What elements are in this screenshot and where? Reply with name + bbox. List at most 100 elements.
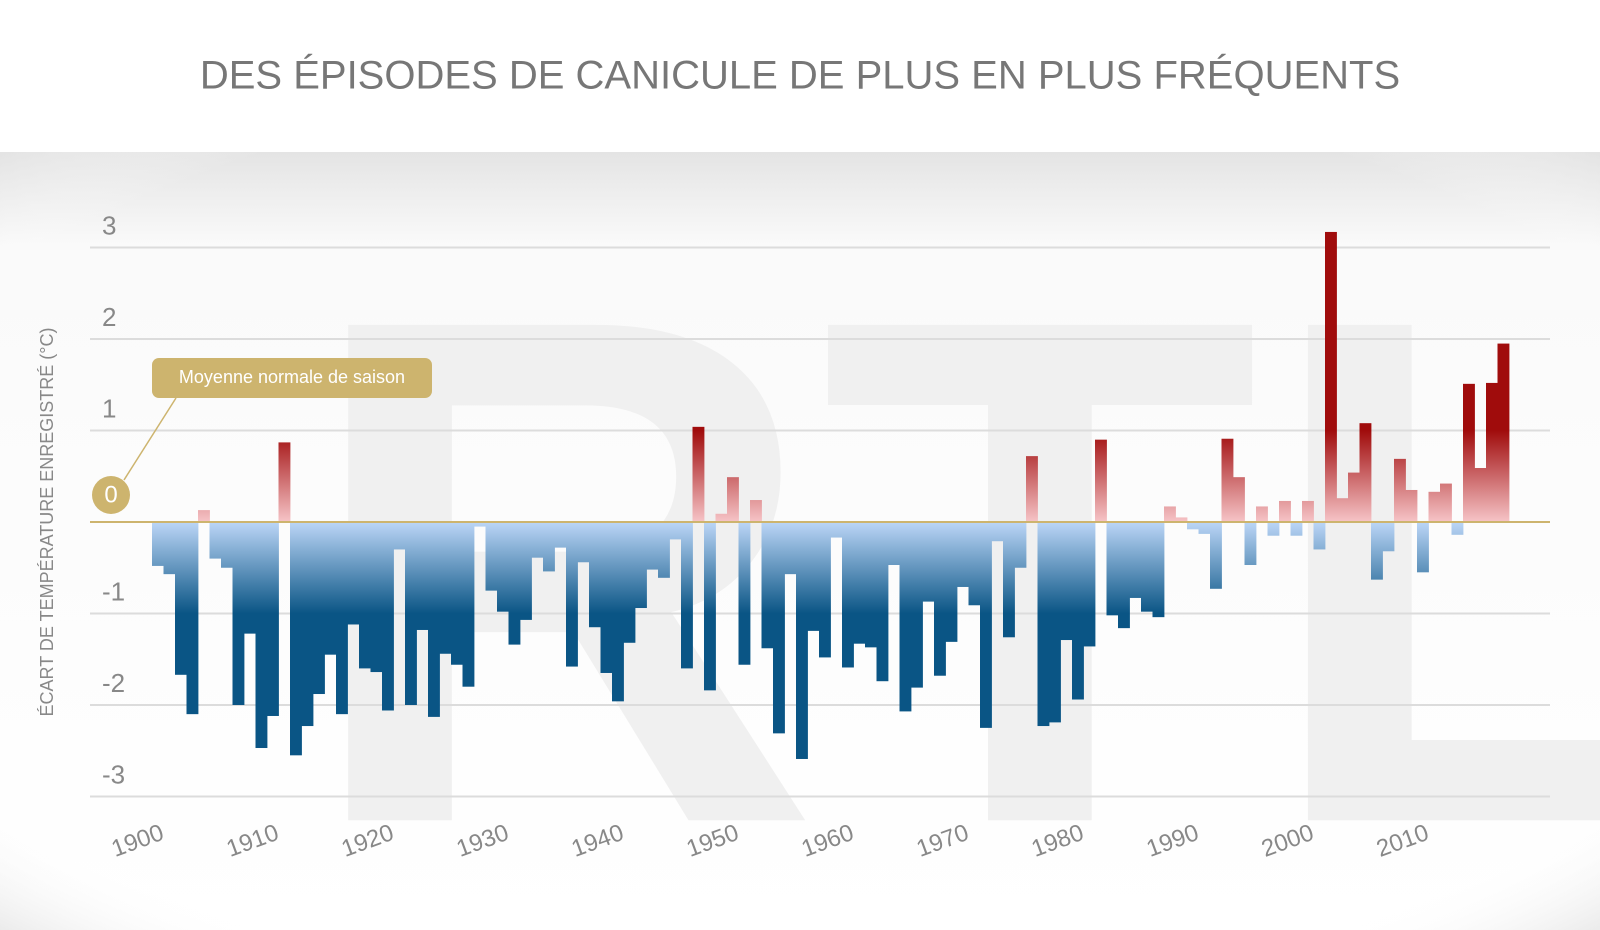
bar: [1175, 517, 1188, 522]
bar: [462, 522, 475, 687]
bar: [255, 522, 268, 749]
bar: [152, 522, 164, 566]
bar: [876, 522, 889, 682]
bar: [1486, 382, 1498, 522]
bar: [577, 522, 590, 563]
bar: [842, 522, 854, 668]
bar: [888, 522, 900, 566]
bar: [600, 522, 613, 673]
bar: [393, 522, 406, 550]
bar: [1187, 522, 1199, 530]
bar: [370, 522, 383, 673]
bar: [1394, 458, 1406, 522]
bar: [934, 522, 946, 676]
bar: [428, 522, 440, 717]
bar: [1210, 522, 1222, 589]
bar: [727, 477, 739, 522]
y-tick-label: 1: [102, 393, 116, 423]
annotation-box: [152, 358, 432, 398]
bar: [589, 522, 601, 628]
bar: [1359, 423, 1372, 522]
y-tick-label: 0: [104, 481, 117, 508]
bar: [1325, 231, 1337, 522]
y-tick-label: 2: [102, 302, 116, 332]
bar: [278, 442, 291, 522]
y-tick-label: -2: [102, 668, 125, 698]
bar: [554, 522, 567, 548]
bar: [853, 522, 866, 644]
bar: [704, 522, 716, 691]
bar: [1129, 522, 1142, 598]
bar: [1083, 522, 1096, 647]
bar: [623, 522, 636, 643]
bar: [301, 522, 314, 727]
bar: [1382, 522, 1395, 552]
bar: [267, 522, 279, 716]
bar: [773, 522, 785, 734]
bar: [807, 522, 820, 631]
bar: [819, 522, 831, 658]
bar: [1417, 522, 1429, 573]
bar: [1279, 500, 1291, 522]
bar: [968, 522, 981, 606]
bar: [1336, 498, 1349, 522]
bar: [612, 522, 624, 702]
bar: [1371, 522, 1383, 580]
bar: [1290, 522, 1303, 536]
bar: [1451, 522, 1464, 535]
bar: [209, 522, 222, 559]
bar: [1198, 522, 1211, 534]
bar: [1497, 343, 1510, 522]
bar: [1014, 522, 1027, 568]
bar: [290, 522, 302, 756]
bar: [658, 522, 670, 578]
bar: [922, 522, 935, 602]
bar: [1302, 500, 1314, 522]
bar: [957, 522, 969, 587]
bar: [1233, 477, 1245, 522]
bar: [451, 522, 463, 665]
bar: [669, 522, 682, 540]
bar: [1003, 522, 1015, 638]
bar: [1106, 522, 1119, 616]
bar: [899, 522, 912, 712]
bar: [1348, 472, 1360, 522]
bar: [347, 522, 360, 625]
bar: [531, 522, 544, 558]
bar: [485, 522, 498, 591]
bar: [750, 500, 762, 522]
bar: [324, 522, 337, 655]
y-tick-label: -1: [102, 576, 125, 606]
bar: [520, 522, 532, 620]
bar: [980, 522, 992, 728]
bar: [692, 426, 705, 522]
bar: [784, 522, 797, 575]
bar: [1049, 522, 1061, 723]
bar: [1428, 491, 1441, 522]
bar: [1026, 456, 1038, 522]
bar: [1221, 438, 1234, 522]
bar: [1072, 522, 1084, 700]
bar: [416, 522, 429, 630]
bar: [1118, 522, 1130, 629]
bar: [497, 522, 509, 612]
bar: [1440, 483, 1452, 522]
bar: [1037, 522, 1050, 727]
bar: [1474, 468, 1487, 522]
y-axis-label: ÉCART DE TEMPÉRATURE ENREGISTRÉ (°C): [37, 328, 57, 717]
bar: [761, 522, 774, 649]
bar: [198, 510, 210, 522]
bar: [991, 522, 1004, 542]
bar: [1164, 506, 1176, 522]
bar: [1267, 522, 1280, 536]
bar: [382, 522, 394, 711]
bar: [1141, 522, 1153, 612]
bar: [681, 522, 693, 669]
bar: [232, 522, 245, 705]
callout-line: [123, 397, 177, 481]
bar: [945, 522, 958, 642]
bar: [830, 522, 843, 538]
y-tick-label: 3: [102, 210, 116, 240]
bar: [1405, 489, 1418, 522]
bar: [1313, 522, 1326, 550]
